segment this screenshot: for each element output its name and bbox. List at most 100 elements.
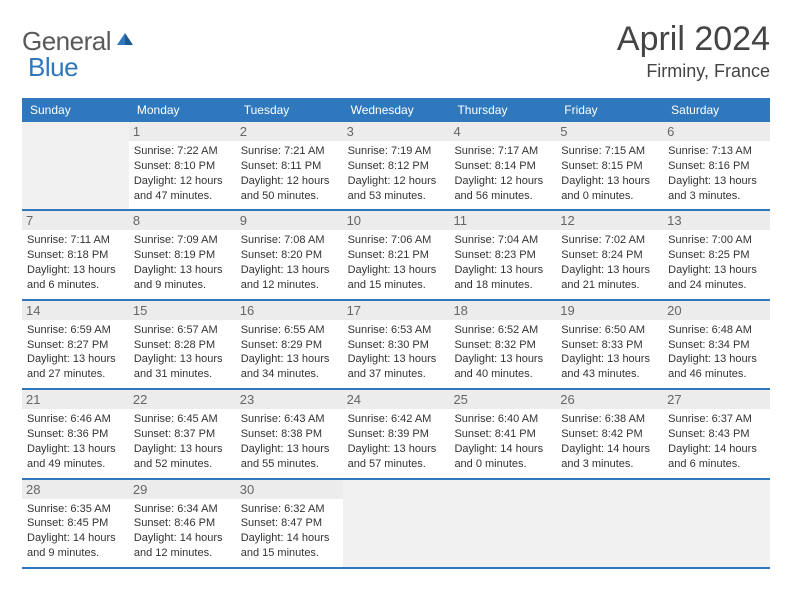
day-info: Sunrise: 6:35 AMSunset: 8:45 PMDaylight:…	[27, 502, 124, 561]
sunset-text: Sunset: 8:30 PM	[348, 338, 445, 353]
daylight-text: Daylight: 13 hours and 9 minutes.	[134, 263, 231, 293]
day-cell: 24Sunrise: 6:42 AMSunset: 8:39 PMDayligh…	[343, 390, 450, 479]
sunrise-text: Sunrise: 6:55 AM	[241, 323, 338, 338]
day-header: Friday	[556, 98, 663, 122]
day-info: Sunrise: 6:42 AMSunset: 8:39 PMDaylight:…	[348, 412, 445, 471]
daylight-text: Daylight: 13 hours and 18 minutes.	[454, 263, 551, 293]
day-info: Sunrise: 6:59 AMSunset: 8:27 PMDaylight:…	[27, 323, 124, 382]
week-row: 1Sunrise: 7:22 AMSunset: 8:10 PMDaylight…	[22, 122, 770, 211]
day-cell: 12Sunrise: 7:02 AMSunset: 8:24 PMDayligh…	[556, 211, 663, 300]
daylight-text: Daylight: 13 hours and 21 minutes.	[561, 263, 658, 293]
sunrise-text: Sunrise: 6:38 AM	[561, 412, 658, 427]
day-cell: 25Sunrise: 6:40 AMSunset: 8:41 PMDayligh…	[449, 390, 556, 479]
month-title: April 2024	[617, 20, 770, 59]
day-info: Sunrise: 6:37 AMSunset: 8:43 PMDaylight:…	[668, 412, 765, 471]
sunset-text: Sunset: 8:27 PM	[27, 338, 124, 353]
sunrise-text: Sunrise: 7:02 AM	[561, 233, 658, 248]
daylight-text: Daylight: 13 hours and 43 minutes.	[561, 352, 658, 382]
day-number: 26	[556, 390, 663, 409]
sunset-text: Sunset: 8:24 PM	[561, 248, 658, 263]
logo-icon	[115, 29, 135, 54]
day-info: Sunrise: 6:53 AMSunset: 8:30 PMDaylight:…	[348, 323, 445, 382]
day-number: 9	[236, 211, 343, 230]
sunset-text: Sunset: 8:47 PM	[241, 516, 338, 531]
sunrise-text: Sunrise: 6:42 AM	[348, 412, 445, 427]
daylight-text: Daylight: 13 hours and 46 minutes.	[668, 352, 765, 382]
sunset-text: Sunset: 8:42 PM	[561, 427, 658, 442]
daylight-text: Daylight: 13 hours and 57 minutes.	[348, 442, 445, 472]
day-info: Sunrise: 6:57 AMSunset: 8:28 PMDaylight:…	[134, 323, 231, 382]
day-cell: 29Sunrise: 6:34 AMSunset: 8:46 PMDayligh…	[129, 480, 236, 569]
day-number: 6	[663, 122, 770, 141]
sunrise-text: Sunrise: 6:45 AM	[134, 412, 231, 427]
empty-cell	[22, 122, 129, 211]
day-info: Sunrise: 6:55 AMSunset: 8:29 PMDaylight:…	[241, 323, 338, 382]
day-number: 25	[449, 390, 556, 409]
day-number: 10	[343, 211, 450, 230]
day-info: Sunrise: 7:02 AMSunset: 8:24 PMDaylight:…	[561, 233, 658, 292]
daylight-text: Daylight: 14 hours and 15 minutes.	[241, 531, 338, 561]
sunset-text: Sunset: 8:45 PM	[27, 516, 124, 531]
daylight-text: Daylight: 12 hours and 50 minutes.	[241, 174, 338, 204]
day-cell: 8Sunrise: 7:09 AMSunset: 8:19 PMDaylight…	[129, 211, 236, 300]
day-cell: 22 Sunrise: 6:45 AMSunset: 8:37 PMDayligh…	[129, 390, 236, 479]
sunset-text: Sunset: 8:32 PM	[454, 338, 551, 353]
sunset-text: Sunset: 8:23 PM	[454, 248, 551, 263]
day-number: 7	[22, 211, 129, 230]
day-info: Sunrise: 6:46 AMSunset: 8:36 PMDaylight:…	[27, 412, 124, 471]
day-number: 22	[129, 390, 236, 409]
daylight-text: Daylight: 13 hours and 3 minutes.	[668, 174, 765, 204]
sunset-text: Sunset: 8:41 PM	[454, 427, 551, 442]
sunrise-text: Sunrise: 6:37 AM	[668, 412, 765, 427]
day-number: 28	[22, 480, 129, 499]
sunrise-text: Sunrise: 7:09 AM	[134, 233, 231, 248]
location: Firminy, France	[617, 61, 770, 82]
week-row: 21Sunrise: 6:46 AMSunset: 8:36 PMDayligh…	[22, 390, 770, 479]
day-number: 16	[236, 301, 343, 320]
daylight-text: Daylight: 14 hours and 3 minutes.	[561, 442, 658, 472]
sunset-text: Sunset: 8:29 PM	[241, 338, 338, 353]
sunset-text: Sunset: 8:16 PM	[668, 159, 765, 174]
day-info: Sunrise: 7:15 AMSunset: 8:15 PMDaylight:…	[561, 144, 658, 203]
day-info: Sunrise: 6:45 AMSunset: 8:37 PMDaylight:…	[134, 412, 231, 471]
day-info: Sunrise: 7:09 AMSunset: 8:19 PMDaylight:…	[134, 233, 231, 292]
day-info: Sunrise: 6:38 AMSunset: 8:42 PMDaylight:…	[561, 412, 658, 471]
sunset-text: Sunset: 8:34 PM	[668, 338, 765, 353]
day-header: Saturday	[663, 98, 770, 122]
empty-cell	[343, 480, 450, 569]
header: General April 2024 Firminy, France	[22, 20, 770, 82]
sunset-text: Sunset: 8:37 PM	[134, 427, 231, 442]
daylight-text: Daylight: 13 hours and 37 minutes.	[348, 352, 445, 382]
sunset-text: Sunset: 8:19 PM	[134, 248, 231, 263]
sunrise-text: Sunrise: 6:57 AM	[134, 323, 231, 338]
daylight-text: Daylight: 12 hours and 47 minutes.	[134, 174, 231, 204]
title-block: April 2024 Firminy, France	[617, 20, 770, 82]
sunset-text: Sunset: 8:38 PM	[241, 427, 338, 442]
sunrise-text: Sunrise: 6:59 AM	[27, 323, 124, 338]
daylight-text: Daylight: 12 hours and 56 minutes.	[454, 174, 551, 204]
daylight-text: Daylight: 13 hours and 34 minutes.	[241, 352, 338, 382]
sunset-text: Sunset: 8:21 PM	[348, 248, 445, 263]
daylight-text: Daylight: 14 hours and 9 minutes.	[27, 531, 124, 561]
day-cell: 1Sunrise: 7:22 AMSunset: 8:10 PMDaylight…	[129, 122, 236, 211]
day-cell: 7Sunrise: 7:11 AMSunset: 8:18 PMDaylight…	[22, 211, 129, 300]
day-cell: 9Sunrise: 7:08 AMSunset: 8:20 PMDaylight…	[236, 211, 343, 300]
sunrise-text: Sunrise: 7:22 AM	[134, 144, 231, 159]
day-number: 5	[556, 122, 663, 141]
day-cell: 27Sunrise: 6:37 AMSunset: 8:43 PMDayligh…	[663, 390, 770, 479]
day-info: Sunrise: 7:04 AMSunset: 8:23 PMDaylight:…	[454, 233, 551, 292]
empty-cell	[449, 480, 556, 569]
week-row: 28 Sunrise: 6:35 AMSunset: 8:45 PMDayligh…	[22, 480, 770, 569]
daylight-text: Daylight: 14 hours and 12 minutes.	[134, 531, 231, 561]
sunrise-text: Sunrise: 7:15 AM	[561, 144, 658, 159]
sunrise-text: Sunrise: 6:32 AM	[241, 502, 338, 517]
day-cell: 10Sunrise: 7:06 AMSunset: 8:21 PMDayligh…	[343, 211, 450, 300]
daylight-text: Daylight: 14 hours and 0 minutes.	[454, 442, 551, 472]
daylight-text: Daylight: 13 hours and 49 minutes.	[27, 442, 124, 472]
week-row: 14Sunrise: 6:59 AMSunset: 8:27 PMDayligh…	[22, 301, 770, 390]
day-info: Sunrise: 7:22 AMSunset: 8:10 PMDaylight:…	[134, 144, 231, 203]
day-header: Sunday	[22, 98, 129, 122]
calendar: SundayMondayTuesdayWednesdayThursdayFrid…	[22, 98, 770, 569]
sunset-text: Sunset: 8:46 PM	[134, 516, 231, 531]
daylight-text: Daylight: 12 hours and 53 minutes.	[348, 174, 445, 204]
